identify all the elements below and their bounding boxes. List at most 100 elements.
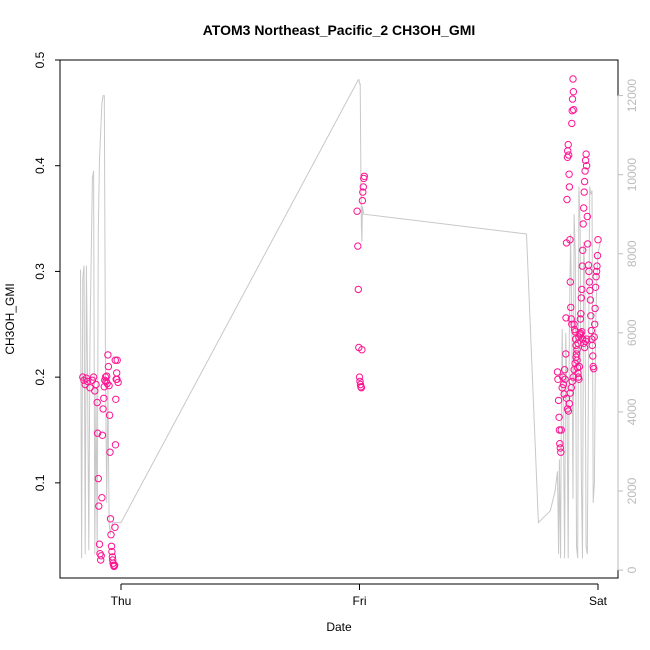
data-point: [89, 373, 98, 381]
data-point: [355, 373, 364, 381]
data-point: [97, 556, 105, 564]
data-point: [580, 177, 589, 186]
y2-tick-label: 8000: [625, 240, 639, 267]
data-point: [584, 261, 593, 269]
data-point: [564, 147, 572, 155]
data-point: [556, 440, 564, 448]
data-point: [107, 542, 116, 550]
data-point: [99, 405, 107, 413]
data-point: [106, 515, 115, 523]
x-tick-label: Fri: [353, 594, 367, 608]
data-point: [98, 494, 106, 502]
data-point: [590, 365, 598, 373]
data-point: [554, 396, 563, 405]
y-tick-label: 0.1: [33, 474, 47, 491]
data-point: [98, 431, 107, 439]
data-point: [577, 294, 585, 302]
data-point: [555, 413, 563, 421]
data-point: [79, 373, 87, 381]
data-point: [585, 267, 593, 276]
data-point: [576, 315, 585, 323]
data-point: [567, 303, 575, 312]
data-point: [569, 373, 577, 381]
data-point: [92, 380, 100, 389]
chart-title: ATOM3 Northeast_Pacific_2 CH3OH_GMI: [203, 22, 476, 38]
data-point: [107, 531, 115, 539]
y2-tick-label: 0: [625, 566, 639, 573]
y2-tick-label: 12000: [625, 79, 639, 113]
data-point: [580, 343, 589, 352]
data-point: [111, 523, 119, 531]
data-point: [578, 285, 586, 294]
y2-tick-label: 4000: [625, 398, 639, 425]
data-point: [564, 407, 573, 415]
data-point: [591, 304, 599, 313]
data-point: [566, 278, 574, 286]
data-point: [573, 346, 581, 354]
data-point: [570, 106, 578, 114]
data-point: [584, 240, 592, 248]
data-point: [579, 220, 587, 228]
data-point: [105, 411, 114, 419]
left-axis: 0.1 0.2 0.3 0.4 0.5: [33, 51, 60, 491]
y2-tick-label: 2000: [625, 477, 639, 504]
data-point: [586, 296, 595, 304]
data-point: [581, 167, 589, 175]
data-point: [565, 170, 573, 178]
data-point: [113, 356, 121, 364]
data-point: [565, 151, 573, 159]
data-point: [561, 375, 569, 383]
data-point: [582, 335, 591, 343]
data-point: [357, 384, 366, 392]
data-point: [565, 399, 574, 408]
data-point: [593, 262, 601, 270]
data-point: [568, 107, 576, 115]
data-point: [108, 547, 116, 556]
data-point: [100, 394, 108, 402]
data-point: [570, 320, 578, 328]
data-point: [114, 378, 122, 387]
data-point: [580, 204, 588, 212]
data-point: [553, 368, 562, 376]
data-point: [588, 341, 596, 350]
data-point: [559, 373, 567, 381]
data-point: [113, 369, 121, 377]
data-point: [110, 561, 119, 569]
data-point: [559, 380, 568, 389]
data-point: [354, 242, 362, 250]
data-point: [95, 540, 104, 548]
y-tick-label: 0.3: [33, 263, 47, 280]
data-point: [582, 150, 590, 158]
data-point: [80, 376, 88, 384]
data-point: [556, 444, 564, 452]
data-point: [587, 326, 595, 335]
data-point: [558, 384, 566, 392]
data-point: [560, 366, 569, 374]
data-point: [93, 398, 101, 407]
data-point: [572, 353, 580, 361]
data-point: [103, 372, 111, 380]
data-point: [103, 379, 111, 388]
data-point: [562, 350, 570, 358]
data-point: [582, 162, 591, 170]
data-point: [555, 426, 564, 434]
data-point: [360, 172, 368, 181]
data-point: [104, 351, 112, 359]
data-point: [97, 552, 105, 560]
data-point: [562, 314, 570, 322]
data-point: [557, 426, 565, 434]
x-axis: Thu Fri Sat: [111, 583, 608, 608]
altitude-line: [80, 79, 601, 559]
data-point: [557, 448, 565, 456]
y-axis-label: CH3OH_GMI: [3, 283, 17, 354]
data-point: [359, 183, 367, 191]
data-point: [591, 283, 600, 291]
data-point: [358, 196, 367, 205]
data-point: [88, 376, 97, 384]
data-point: [585, 278, 594, 286]
data-point: [565, 183, 574, 191]
y-tick-label: 0.2: [33, 368, 47, 385]
y-tick-label: 0.4: [33, 157, 47, 174]
y-tick-label: 0.5: [33, 51, 47, 68]
